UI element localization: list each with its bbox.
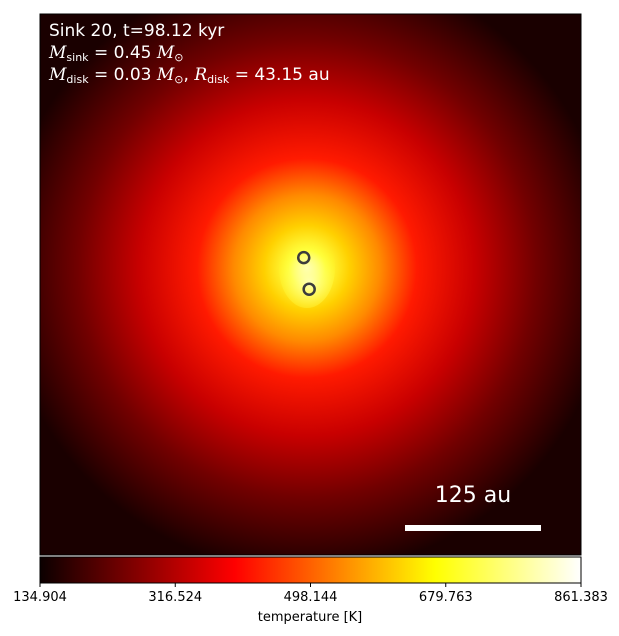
colorbar-tick-label-1: 134.904 xyxy=(13,590,67,605)
mass-subscript: sink xyxy=(66,51,89,64)
mass-symbol: M xyxy=(49,43,67,63)
image-frame xyxy=(39,13,582,556)
sun-subscript: ⊙ xyxy=(174,51,184,64)
scale-bar xyxy=(405,525,541,531)
disk-annotation: Mdisk = 0.03 M⊙, Rdisk = 43.15 au xyxy=(49,65,330,86)
disk-mass-symbol: M xyxy=(49,65,67,85)
disk-radius-subscript: disk xyxy=(207,73,230,86)
disk-mass-subscript: disk xyxy=(66,73,89,86)
disk-radius-symbol: R xyxy=(194,65,208,85)
disk-sun-subscript: ⊙ xyxy=(174,73,184,86)
sink-marker-2 xyxy=(302,282,316,296)
sink-mass-annotation: Msink = 0.45 M⊙ xyxy=(49,43,184,68)
sink-mass-value: = 0.45 xyxy=(93,43,152,63)
solar-mass-symbol: M xyxy=(156,43,175,63)
disk-radius-value: = 43.15 au xyxy=(234,65,330,85)
disk-solar-mass-symbol: M xyxy=(156,65,175,85)
sink-title: Sink 20, t=98.12 kyr xyxy=(49,21,225,41)
colorbar-ticks xyxy=(39,583,582,587)
sinks-layer xyxy=(296,250,316,296)
colorbar-tick-label-5: 861.383 xyxy=(554,590,608,605)
colorbar-tick-label-3: 498.144 xyxy=(283,590,338,605)
disk-mass-value: = 0.03 xyxy=(93,65,152,85)
colorbar-tick-label-4: 679.763 xyxy=(418,590,473,605)
sink-marker-1 xyxy=(296,250,311,265)
colorbar xyxy=(39,556,582,584)
scale-bar-label: 125 au xyxy=(434,483,512,508)
colorbar-label: temperature [K] xyxy=(257,610,363,625)
colorbar-tick-label-2: 316.524 xyxy=(148,590,203,605)
